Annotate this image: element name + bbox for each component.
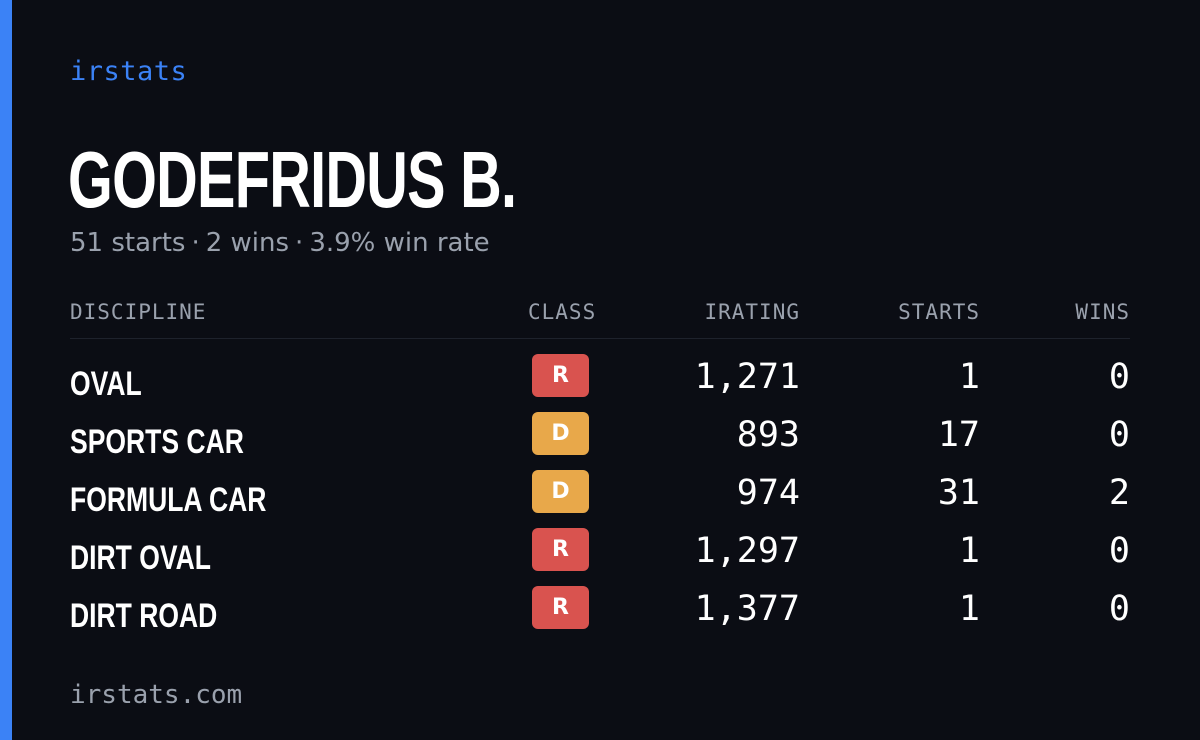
class-badge: D	[532, 412, 589, 455]
discipline-name: DIRT ROAD	[70, 597, 218, 635]
irating-value: 974	[736, 473, 800, 513]
summary-separator: ·	[191, 228, 200, 258]
footer-url[interactable]: irstats.com	[70, 680, 243, 710]
starts-value: 1	[958, 589, 980, 629]
wins-value: 0	[1108, 531, 1130, 571]
header-wins: WINS	[1075, 300, 1130, 324]
brand-logo[interactable]: irstats	[70, 56, 188, 87]
header-irating: IRATING	[704, 300, 800, 324]
stats-table-header: DISCIPLINE CLASS IRATING STARTS WINS	[70, 300, 1130, 339]
starts-value: 1	[958, 357, 980, 397]
summary-wins: 2 wins	[205, 228, 290, 258]
discipline-name: OVAL	[70, 365, 142, 403]
irating-value: 1,297	[694, 531, 800, 571]
irating-value: 893	[736, 415, 800, 455]
wins-value: 0	[1108, 357, 1130, 397]
starts-value: 17	[937, 415, 980, 455]
class-badge: D	[532, 470, 589, 513]
class-badge: R	[532, 528, 589, 571]
summary-starts: 51 starts	[70, 228, 186, 258]
starts-value: 1	[958, 531, 980, 571]
accent-bar	[0, 0, 12, 740]
driver-summary: 51 starts · 2 wins · 3.9% win rate	[70, 228, 490, 258]
discipline-name: SPORTS CAR	[70, 423, 244, 461]
table-row: OVAL R 1,271 1 0	[70, 350, 1130, 408]
table-row: SPORTS CAR D 893 17 0	[70, 408, 1130, 466]
wins-value: 0	[1108, 415, 1130, 455]
irating-value: 1,271	[694, 357, 800, 397]
table-row: DIRT OVAL R 1,297 1 0	[70, 524, 1130, 582]
table-row: FORMULA CAR D 974 31 2	[70, 466, 1130, 524]
header-starts: STARTS	[898, 300, 980, 324]
table-row: DIRT ROAD R 1,377 1 0	[70, 582, 1130, 640]
irating-value: 1,377	[694, 589, 800, 629]
header-class: CLASS	[528, 300, 597, 324]
summary-separator: ·	[295, 228, 304, 258]
stats-table-body: OVAL R 1,271 1 0 SPORTS CAR D 893 17 0 F…	[70, 350, 1130, 640]
wins-value: 2	[1108, 473, 1130, 513]
summary-win-rate: 3.9% win rate	[309, 228, 490, 258]
discipline-name: DIRT OVAL	[70, 539, 211, 577]
discipline-name: FORMULA CAR	[70, 481, 267, 519]
wins-value: 0	[1108, 589, 1130, 629]
starts-value: 31	[937, 473, 980, 513]
header-discipline: DISCIPLINE	[70, 300, 207, 324]
class-badge: R	[532, 354, 589, 397]
class-badge: R	[532, 586, 589, 629]
driver-name: GODEFRIDUS B.	[68, 135, 517, 224]
